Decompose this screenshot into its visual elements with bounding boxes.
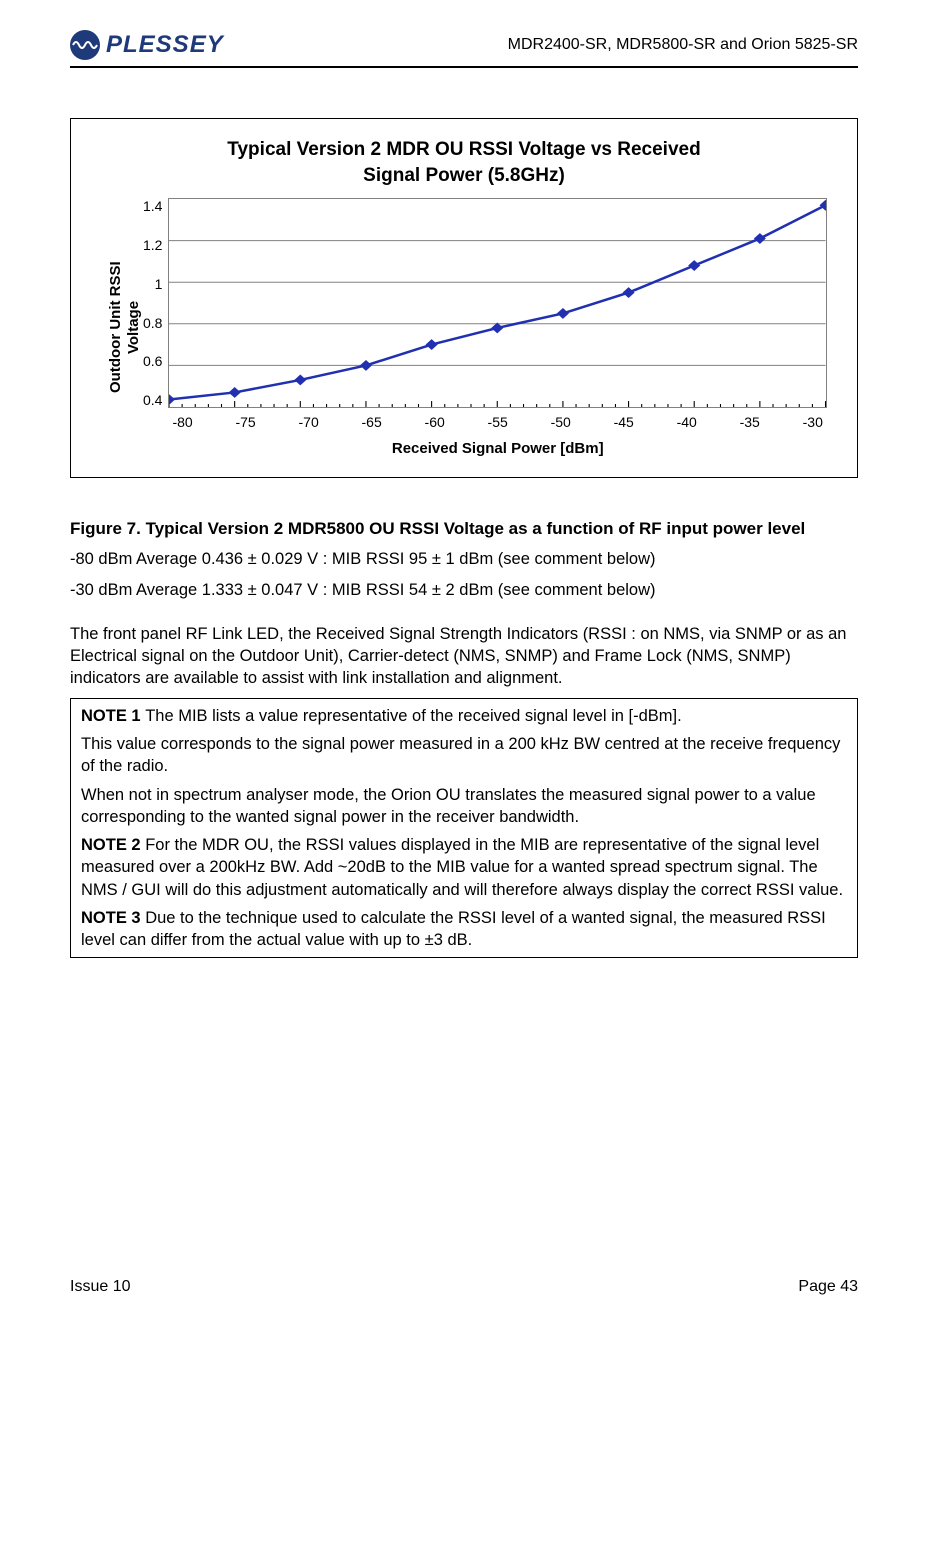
y-tick: 0.8 [143,315,162,331]
note-1-p2: This value corresponds to the signal pow… [81,733,847,778]
chart-title: Typical Version 2 MDR OU RSSI Voltage vs… [101,137,827,188]
doc-reference: MDR2400-SR, MDR5800-SR and Orion 5825-SR [508,36,858,54]
y-axis-ticks: 1.4 1.2 1 0.8 0.6 0.4 [143,198,168,408]
x-tick: -60 [425,414,445,430]
body-paragraph: The front panel RF Link LED, the Receive… [70,623,858,690]
y-tick: 0.6 [143,353,162,369]
chart-title-line2: Signal Power (5.8GHz) [363,165,565,186]
note-3: NOTE 3 Due to the technique used to calc… [81,907,847,952]
avg-line-30: -30 dBm Average 1.333 ± 0.047 V : MIB RS… [70,579,858,601]
y-tick: 1.4 [143,198,162,214]
plot-wrap: -80 -75 -70 -65 -60 -55 -50 -45 -40 -35 … [168,198,827,457]
wave-icon [70,30,100,60]
x-tick: -70 [299,414,319,430]
x-tick: -50 [551,414,571,430]
x-tick: -35 [740,414,760,430]
x-tick: -55 [488,414,508,430]
x-tick: -30 [803,414,823,430]
y-axis-label: Outdoor Unit RSSI Voltage [101,198,143,457]
brand-logo: PLESSEY [70,30,224,60]
x-tick: -75 [235,414,255,430]
chart-title-line1: Typical Version 2 MDR OU RSSI Voltage vs… [227,139,700,160]
y-tick: 1.2 [143,237,162,253]
line-chart [168,198,827,408]
figure-caption: Figure 7. Typical Version 2 MDR5800 OU R… [70,518,858,540]
x-axis-label: Received Signal Power [dBm] [168,440,827,457]
x-axis-ticks: -80 -75 -70 -65 -60 -55 -50 -45 -40 -35 … [168,414,827,430]
page-footer: Issue 10 Page 43 [70,1278,858,1296]
x-tick: -65 [362,414,382,430]
x-tick: -80 [172,414,192,430]
footer-right: Page 43 [798,1278,858,1296]
footer-left: Issue 10 [70,1278,130,1296]
page-header: PLESSEY MDR2400-SR, MDR5800-SR and Orion… [70,30,858,68]
note-2: NOTE 2 For the MDR OU, the RSSI values d… [81,834,847,901]
brand-name: PLESSEY [106,31,224,59]
chart-area: Outdoor Unit RSSI Voltage 1.4 1.2 1 0.8 … [101,198,827,457]
x-tick: -40 [677,414,697,430]
y-tick: 0.4 [143,392,162,408]
note-1-p3: When not in spectrum analyser mode, the … [81,784,847,829]
y-tick: 1 [155,276,163,292]
chart-panel: Typical Version 2 MDR OU RSSI Voltage vs… [70,118,858,478]
note-1: NOTE 1 The MIB lists a value representat… [81,705,847,727]
avg-line-80: -80 dBm Average 0.436 ± 0.029 V : MIB RS… [70,548,858,570]
x-tick: -45 [614,414,634,430]
notes-box: NOTE 1 The MIB lists a value representat… [70,698,858,959]
